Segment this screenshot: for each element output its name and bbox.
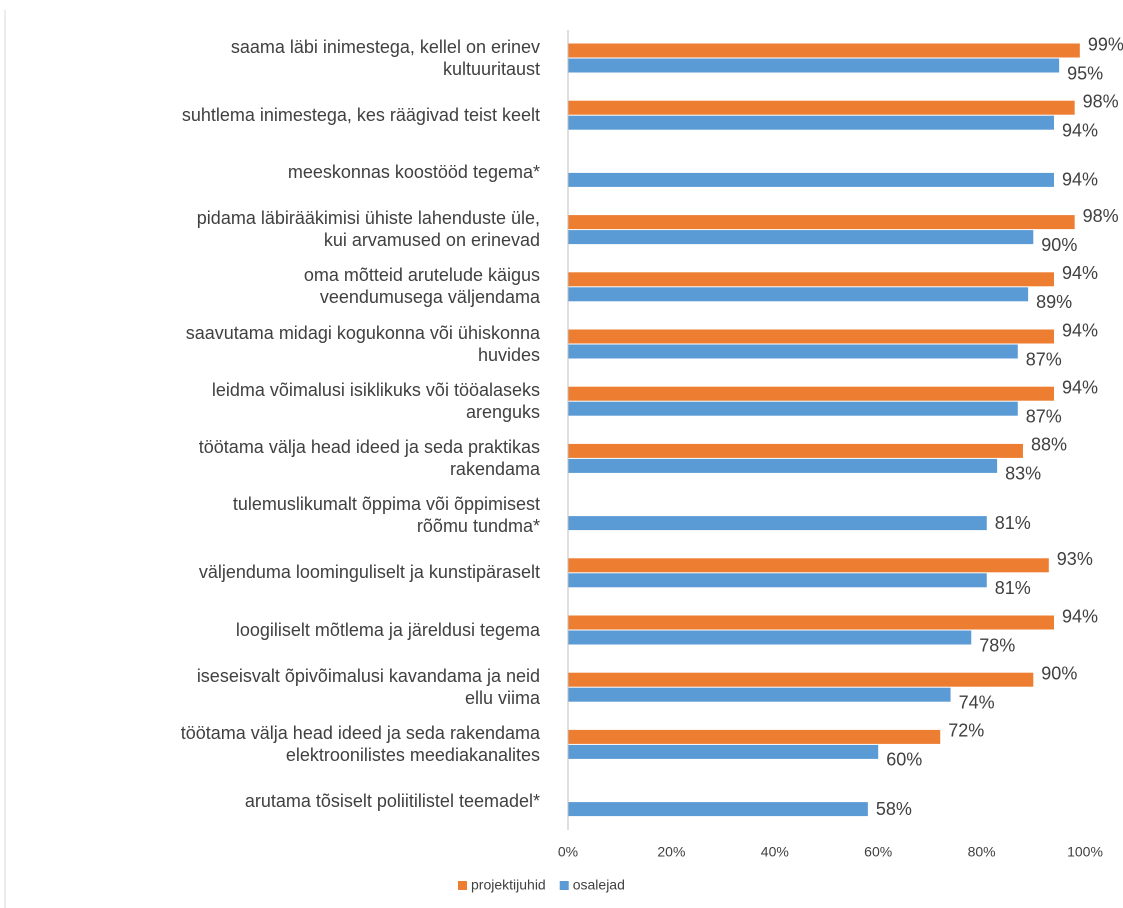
legend-swatch bbox=[559, 881, 569, 890]
category-label: oma mõtteid arutelude käigus veendumuseg… bbox=[303, 265, 540, 308]
value-label: 60% bbox=[886, 750, 922, 770]
bar bbox=[568, 729, 941, 744]
value-label: 95% bbox=[1067, 63, 1103, 83]
bar bbox=[568, 573, 987, 588]
x-tick-label: 60% bbox=[864, 844, 892, 860]
category-label: suhtlema inimestega, kes räägivad teist … bbox=[181, 104, 540, 125]
bar bbox=[568, 230, 1034, 245]
bar bbox=[568, 516, 987, 531]
value-label: 99% bbox=[1088, 34, 1123, 54]
value-label: 81% bbox=[995, 578, 1031, 598]
bar bbox=[568, 215, 1075, 230]
value-label: 94% bbox=[1062, 377, 1098, 397]
category-label: meeskonnas koostööd tegema* bbox=[287, 161, 540, 182]
value-label: 90% bbox=[1041, 235, 1077, 255]
bar bbox=[568, 630, 972, 645]
bar bbox=[568, 58, 1060, 73]
bar bbox=[568, 558, 1049, 573]
bar bbox=[568, 386, 1054, 401]
value-label: 83% bbox=[1005, 464, 1041, 484]
value-label: 81% bbox=[995, 513, 1031, 533]
bar bbox=[568, 272, 1054, 287]
value-label: 74% bbox=[959, 692, 995, 712]
category-label: iseseisvalt õpivõimalusi kavandama ja ne… bbox=[196, 665, 540, 708]
bar bbox=[568, 672, 1034, 687]
bar bbox=[568, 344, 1018, 359]
value-label: 94% bbox=[1062, 606, 1098, 626]
legend-label: projektijuhid bbox=[471, 877, 546, 893]
category-label: saama läbi inimestega, kellel on erinev … bbox=[230, 36, 540, 79]
legend-label: osalejad bbox=[573, 877, 625, 893]
value-label: 58% bbox=[876, 799, 912, 819]
x-tick-label: 40% bbox=[761, 844, 789, 860]
bar bbox=[568, 115, 1054, 130]
category-label: tulemuslikumalt õppima või õppimisest rõ… bbox=[232, 494, 540, 537]
value-label: 98% bbox=[1083, 206, 1119, 226]
bar bbox=[568, 401, 1018, 416]
bar bbox=[568, 329, 1054, 344]
category-label: väljenduma loominguliselt ja kunstipäras… bbox=[198, 562, 540, 583]
category-label: arutama tõsiselt poliitilistel teemadel* bbox=[244, 791, 540, 812]
category-label: loogiliselt mõtlema ja järeldusi tegema bbox=[235, 619, 540, 640]
legend-swatch bbox=[458, 881, 467, 890]
value-label: 94% bbox=[1062, 120, 1098, 140]
value-label: 78% bbox=[979, 635, 1015, 655]
value-label: 93% bbox=[1057, 549, 1093, 569]
bar bbox=[568, 687, 951, 702]
value-label: 87% bbox=[1026, 406, 1062, 426]
bar bbox=[568, 802, 868, 817]
bar bbox=[568, 287, 1029, 302]
value-label: 87% bbox=[1026, 349, 1062, 369]
bar bbox=[568, 615, 1054, 630]
bar bbox=[568, 443, 1023, 458]
bar bbox=[568, 744, 879, 759]
value-label: 94% bbox=[1062, 263, 1098, 283]
value-label: 89% bbox=[1036, 292, 1072, 312]
x-tick-label: 0% bbox=[558, 844, 578, 860]
bar bbox=[568, 100, 1075, 115]
x-tick-label: 80% bbox=[968, 844, 996, 860]
x-tick-label: 20% bbox=[657, 844, 685, 860]
value-label: 90% bbox=[1041, 663, 1077, 683]
value-label: 94% bbox=[1062, 170, 1098, 190]
category-label: leidma võimalusi isiklikuks või tööalase… bbox=[211, 379, 540, 422]
value-label: 94% bbox=[1062, 320, 1098, 340]
category-label: saavutama midagi kogukonna või ühiskonna… bbox=[185, 322, 540, 365]
value-label: 72% bbox=[948, 721, 984, 741]
category-label: töötama välja head ideed ja seda praktik… bbox=[198, 436, 540, 479]
bar bbox=[568, 43, 1080, 58]
value-label: 98% bbox=[1083, 91, 1119, 111]
category-label: töötama välja head ideed ja seda rakenda… bbox=[180, 722, 540, 765]
bar bbox=[568, 458, 998, 473]
category-label: pidama läbirääkimisi ühiste lahenduste ü… bbox=[196, 208, 540, 251]
bar bbox=[568, 172, 1054, 187]
value-label: 88% bbox=[1031, 435, 1067, 455]
x-tick-label: 100% bbox=[1067, 844, 1103, 860]
